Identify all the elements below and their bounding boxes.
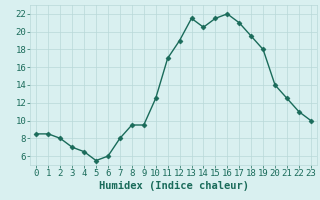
X-axis label: Humidex (Indice chaleur): Humidex (Indice chaleur) — [99, 181, 249, 191]
